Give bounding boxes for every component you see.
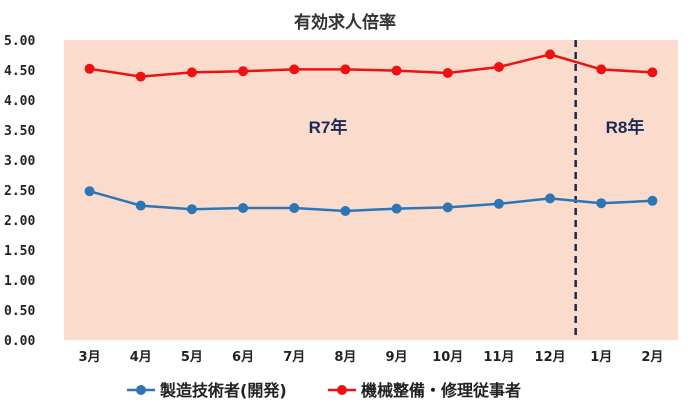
data-point — [289, 203, 300, 213]
x-tick-label: 11月 — [483, 350, 514, 365]
y-tick-label: 5.00 — [4, 34, 35, 49]
series-line-0 — [89, 189, 653, 213]
y-tick-label: 2.50 — [4, 184, 35, 199]
data-point — [493, 198, 504, 209]
data-point — [647, 195, 658, 206]
data-point — [442, 202, 453, 213]
chart-title: 有効求人倍率 — [294, 12, 396, 33]
x-tick-label: 10月 — [432, 350, 463, 365]
x-tick-label: 12月 — [535, 350, 566, 365]
data-point — [289, 64, 300, 75]
legend-label-manufacturing: 製造技術者(開発) — [159, 381, 287, 400]
legend-item-manufacturing: 製造技術者(開発) — [127, 381, 287, 400]
data-point — [340, 64, 351, 75]
y-tick-label: 2.00 — [4, 214, 35, 229]
plot-area — [64, 40, 678, 340]
y-tick-label: 4.50 — [4, 64, 35, 79]
legend-label-maintenance: 機械整備・修理従事者 — [361, 381, 521, 400]
legend: 製造技術者(開発) 機械整備・修理従事者 — [127, 381, 521, 400]
data-point — [545, 193, 556, 204]
y-tick-label: 1.50 — [4, 244, 35, 259]
y-tick-label: 3.50 — [4, 124, 35, 139]
data-point — [340, 206, 351, 216]
x-tick-label: 9月 — [386, 350, 408, 365]
x-tick-label: 3月 — [79, 350, 101, 365]
data-point — [238, 203, 249, 213]
data-point — [186, 67, 197, 78]
series-0 — [84, 186, 658, 216]
data-point — [84, 186, 95, 197]
data-point — [391, 65, 402, 76]
data-point — [135, 71, 146, 82]
data-point — [545, 49, 556, 60]
y-tick-label: 0.00 — [4, 334, 35, 349]
data-point — [596, 198, 607, 209]
data-point — [493, 62, 504, 72]
legend-marker-manufacturing — [136, 385, 146, 395]
y-tick-label: 4.00 — [4, 94, 35, 109]
data-point — [135, 200, 146, 211]
y-tick-label: 3.00 — [4, 154, 35, 169]
data-point — [596, 64, 607, 75]
data-point — [442, 68, 453, 78]
series-1 — [84, 49, 658, 82]
x-tick-label: 1月 — [590, 350, 612, 365]
period-label-r8: R8年 — [606, 117, 645, 137]
y-tick-label: 1.00 — [4, 274, 35, 289]
data-point — [647, 67, 658, 78]
data-point — [84, 63, 95, 74]
period-label-r7: R7年 — [309, 117, 348, 137]
data-point — [186, 204, 197, 215]
series-line-1 — [89, 53, 653, 78]
legend-item-maintenance: 機械整備・修理従事者 — [328, 381, 521, 400]
x-tick-label: 8月 — [334, 350, 356, 365]
x-tick-label: 7月 — [283, 350, 305, 365]
x-tick-label: 2月 — [641, 350, 663, 365]
data-point — [391, 203, 402, 214]
data-point — [238, 66, 249, 77]
x-tick-label: 5月 — [181, 350, 203, 365]
x-tick-label: 6月 — [232, 350, 254, 365]
y-tick-label: 0.50 — [4, 304, 35, 319]
x-tick-label: 4月 — [130, 350, 152, 365]
legend-marker-maintenance — [337, 385, 347, 395]
